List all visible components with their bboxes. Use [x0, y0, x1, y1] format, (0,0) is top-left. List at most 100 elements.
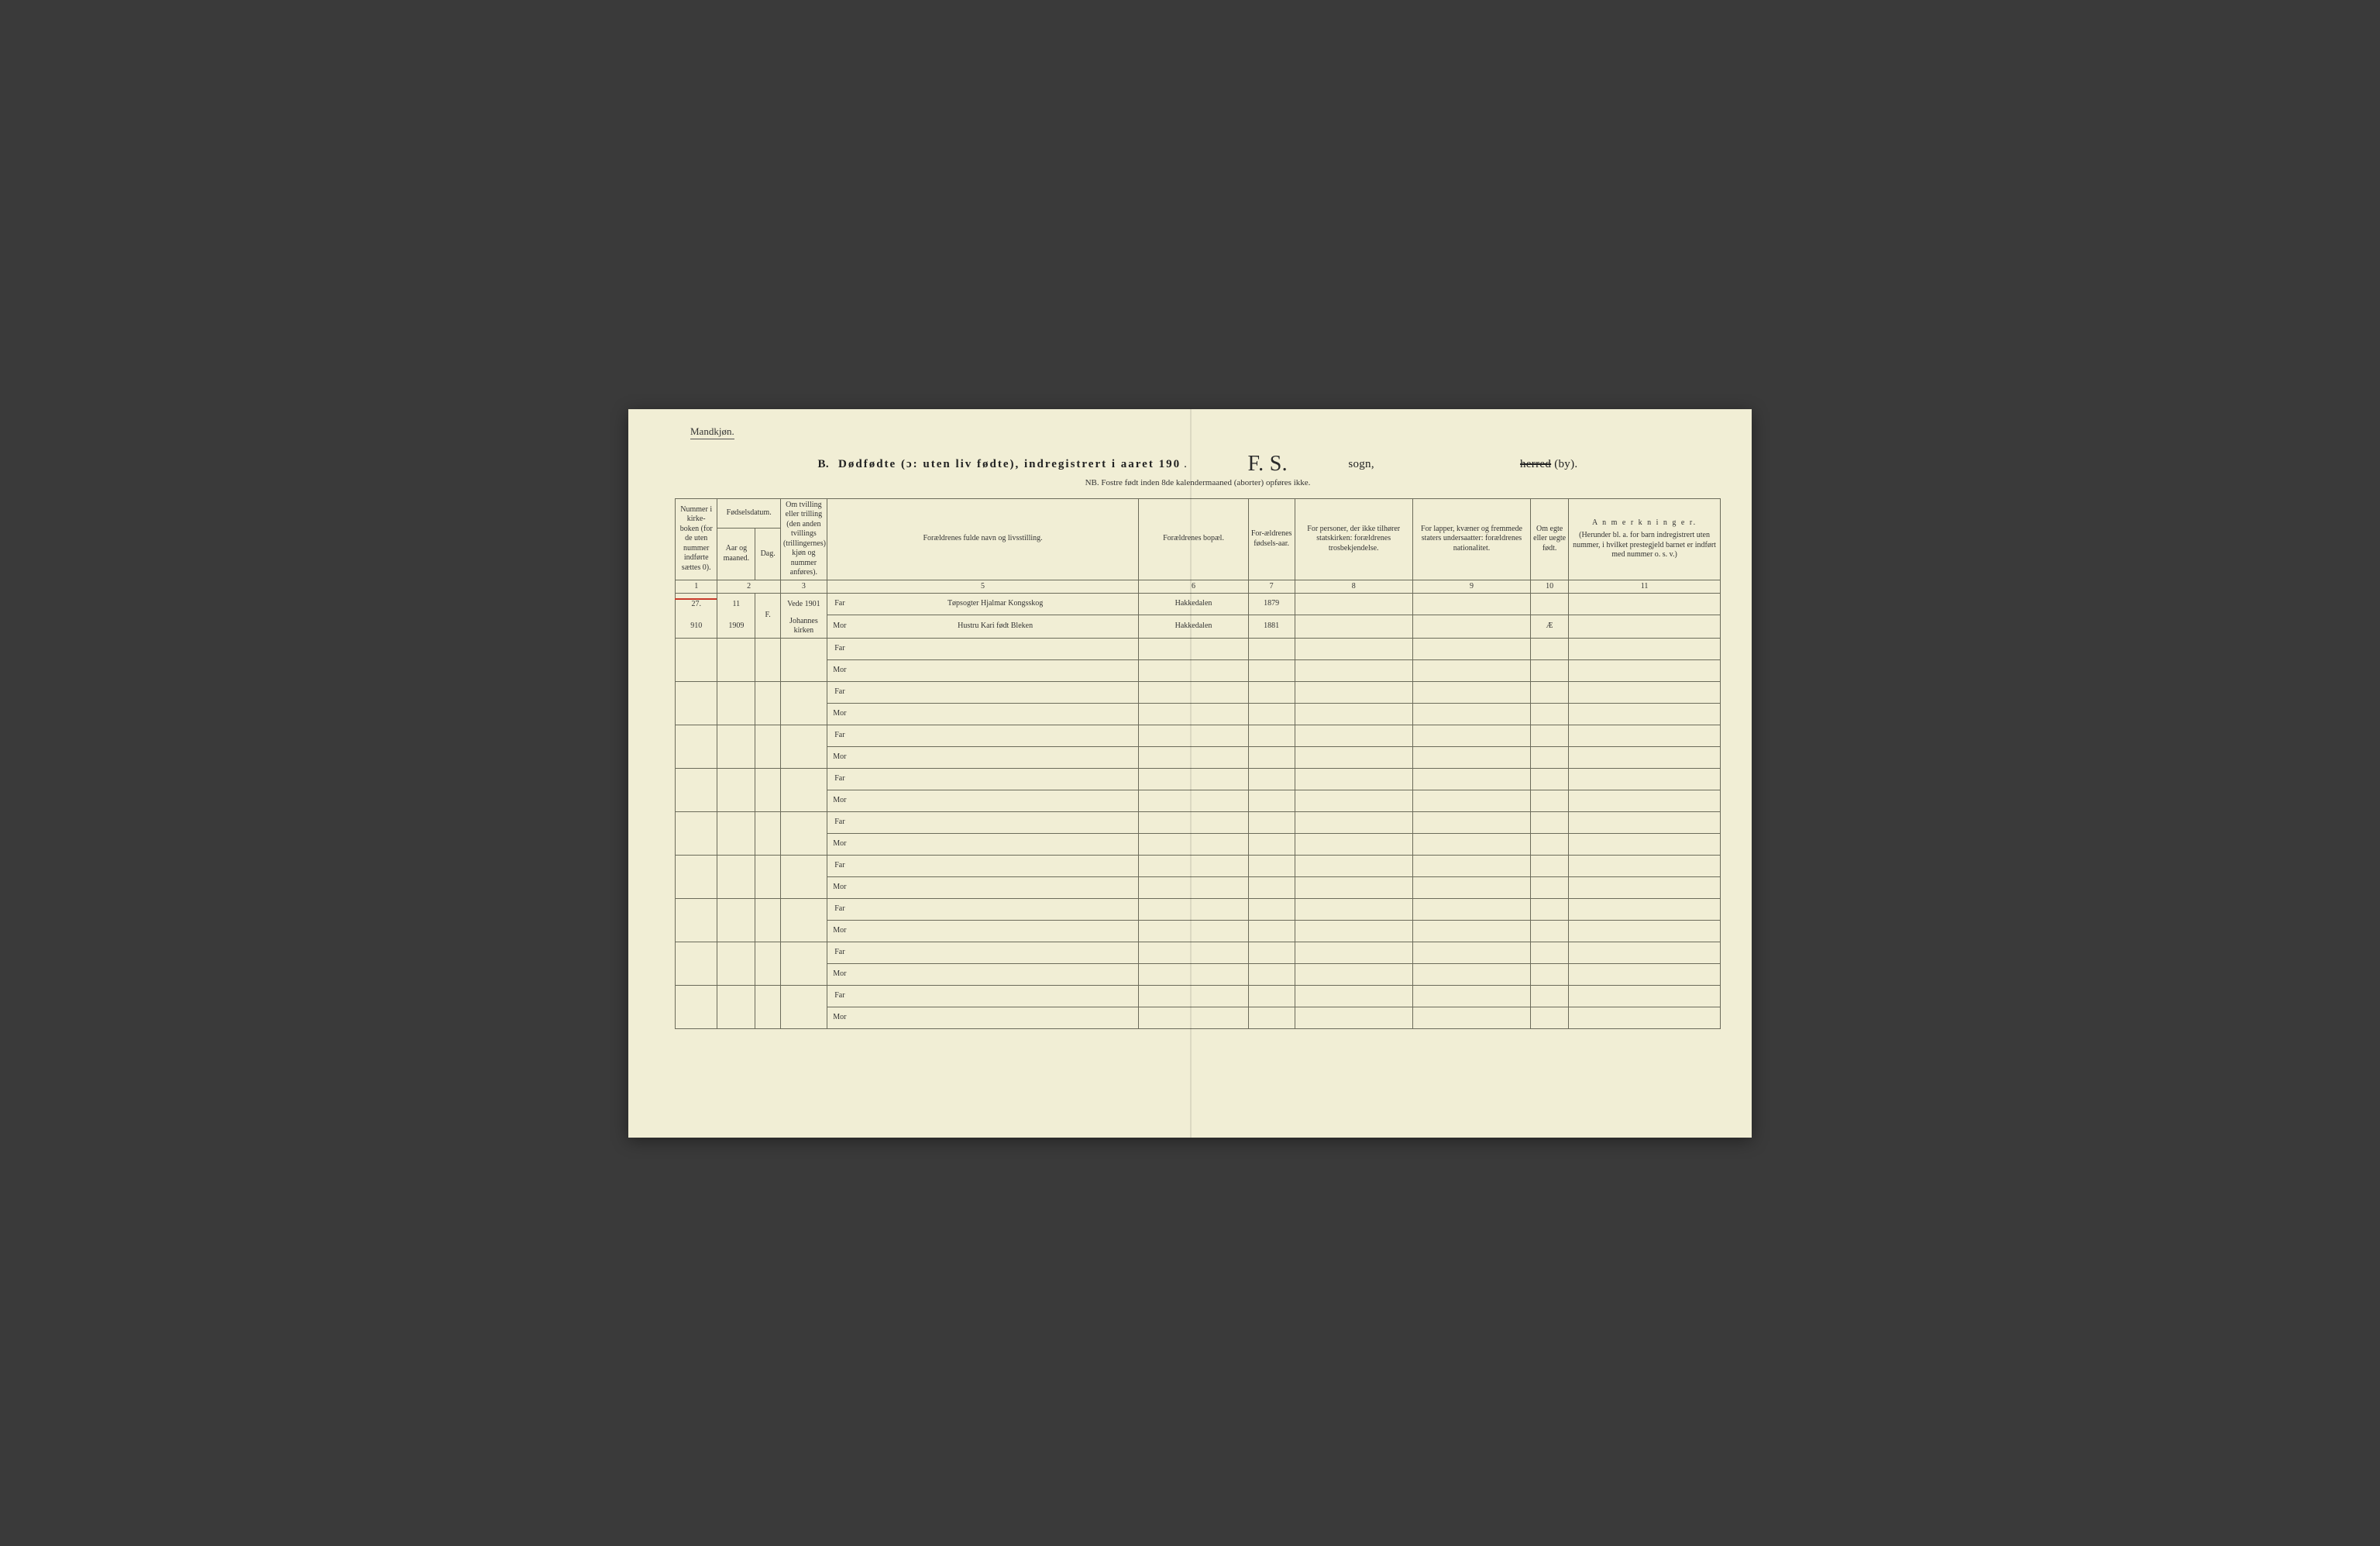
empty-mor-anm — [1569, 659, 1721, 681]
empty-mor-name — [852, 963, 1139, 985]
empty-far-year — [1248, 898, 1295, 920]
hdr-col10: Om egte eller uegte født. — [1531, 498, 1569, 580]
empty-far-egte — [1531, 811, 1569, 833]
empty-row-far: Far — [676, 942, 1721, 963]
empty-far-nat — [1412, 681, 1530, 703]
entry-far-nat — [1412, 594, 1530, 615]
empty-row-far: Far — [676, 768, 1721, 790]
empty-num — [676, 725, 717, 768]
empty-date — [717, 681, 755, 725]
hdr-col11-sub: (Herunder bl. a. for barn indregistrert … — [1571, 531, 1718, 560]
empty-mor-tros — [1295, 746, 1412, 768]
far-label: Far — [827, 811, 852, 833]
empty-far-nat — [1412, 725, 1530, 746]
far-label: Far — [827, 855, 852, 876]
table-header: Nummer i kirke-boken (for de uten nummer… — [676, 498, 1721, 594]
far-label: Far — [827, 638, 852, 659]
empty-mor-tros — [1295, 1007, 1412, 1028]
title-year-dot: . — [1181, 458, 1187, 470]
empty-far-tros — [1295, 768, 1412, 790]
colnum-5: 5 — [827, 580, 1139, 594]
empty-mor-bopel — [1139, 703, 1248, 725]
empty-far-egte — [1531, 898, 1569, 920]
empty-mor-anm — [1569, 876, 1721, 898]
empty-dag — [755, 985, 781, 1028]
empty-far-anm — [1569, 638, 1721, 659]
empty-far-tros — [1295, 855, 1412, 876]
colnum-8: 8 — [1295, 580, 1412, 594]
empty-dag — [755, 725, 781, 768]
empty-mor-year — [1248, 1007, 1295, 1028]
colnum-7: 7 — [1248, 580, 1295, 594]
empty-dag — [755, 942, 781, 985]
empty-date — [717, 638, 755, 681]
hdr-col2: Fødselsdatum. — [717, 498, 781, 529]
empty-mor-year — [1248, 920, 1295, 942]
hdr-col5: Forældrenes fulde navn og livsstilling. — [827, 498, 1139, 580]
empty-far-bopel — [1139, 638, 1248, 659]
empty-far-anm — [1569, 985, 1721, 1007]
mor-label: Mor — [827, 833, 852, 855]
empty-far-anm — [1569, 768, 1721, 790]
empty-mor-bopel — [1139, 1007, 1248, 1028]
empty-mor-egte — [1531, 1007, 1569, 1028]
empty-num — [676, 942, 717, 985]
empty-far-bopel — [1139, 768, 1248, 790]
empty-mor-year — [1248, 833, 1295, 855]
empty-num — [676, 681, 717, 725]
empty-row-far: Far — [676, 898, 1721, 920]
empty-row-far: Far — [676, 638, 1721, 659]
gender-label: Mandkjøn. — [690, 425, 734, 439]
empty-far-nat — [1412, 811, 1530, 833]
entry-mor-nat — [1412, 615, 1530, 639]
mor-label: Mor — [827, 1007, 852, 1028]
empty-mor-tros — [1295, 963, 1412, 985]
mor-label: Mor — [827, 790, 852, 811]
empty-far-name — [852, 681, 1139, 703]
empty-dag — [755, 638, 781, 681]
empty-far-year — [1248, 942, 1295, 963]
empty-row-far: Far — [676, 855, 1721, 876]
empty-far-anm — [1569, 898, 1721, 920]
entry-mor-name: Hustru Kari født Bleken — [852, 615, 1139, 639]
empty-mor-year — [1248, 963, 1295, 985]
empty-far-year — [1248, 638, 1295, 659]
empty-mor-egte — [1531, 876, 1569, 898]
empty-row-mor: Mor — [676, 659, 1721, 681]
empty-far-tros — [1295, 681, 1412, 703]
empty-row-mor: Mor — [676, 1007, 1721, 1028]
empty-mor-name — [852, 659, 1139, 681]
empty-twin — [780, 985, 827, 1028]
empty-num — [676, 985, 717, 1028]
empty-mor-anm — [1569, 790, 1721, 811]
entry-row-far: 27. 11 F. Vede 1901 Far Tøpsogter Hjalma… — [676, 594, 1721, 615]
empty-far-nat — [1412, 638, 1530, 659]
empty-row-mor: Mor — [676, 746, 1721, 768]
far-label: Far — [827, 681, 852, 703]
empty-mor-name — [852, 1007, 1139, 1028]
empty-mor-year — [1248, 703, 1295, 725]
hdr-col7: For-ældrenes fødsels-aar. — [1248, 498, 1295, 580]
hdr-col2a: Aar og maaned. — [717, 529, 755, 580]
empty-mor-year — [1248, 876, 1295, 898]
empty-twin — [780, 768, 827, 811]
mor-label: Mor — [827, 615, 852, 639]
colnum-10: 10 — [1531, 580, 1569, 594]
empty-mor-bopel — [1139, 746, 1248, 768]
empty-mor-bopel — [1139, 876, 1248, 898]
hdr-col11-title: A n m e r k n i n g e r. — [1571, 518, 1718, 529]
far-label: Far — [827, 942, 852, 963]
sub-note: NB. Fostre født inden 8de kalendermaaned… — [675, 478, 1721, 487]
empty-mor-year — [1248, 790, 1295, 811]
far-label: Far — [827, 898, 852, 920]
empty-mor-bopel — [1139, 920, 1248, 942]
empty-mor-anm — [1569, 963, 1721, 985]
empty-mor-name — [852, 920, 1139, 942]
empty-twin — [780, 811, 827, 855]
column-numbers-row: 1 2 3 5 6 7 8 9 10 11 — [676, 580, 1721, 594]
empty-mor-name — [852, 833, 1139, 855]
empty-mor-egte — [1531, 920, 1569, 942]
empty-num — [676, 855, 717, 898]
entry-twin-bot: Johannes kirken — [780, 615, 827, 639]
empty-far-egte — [1531, 725, 1569, 746]
